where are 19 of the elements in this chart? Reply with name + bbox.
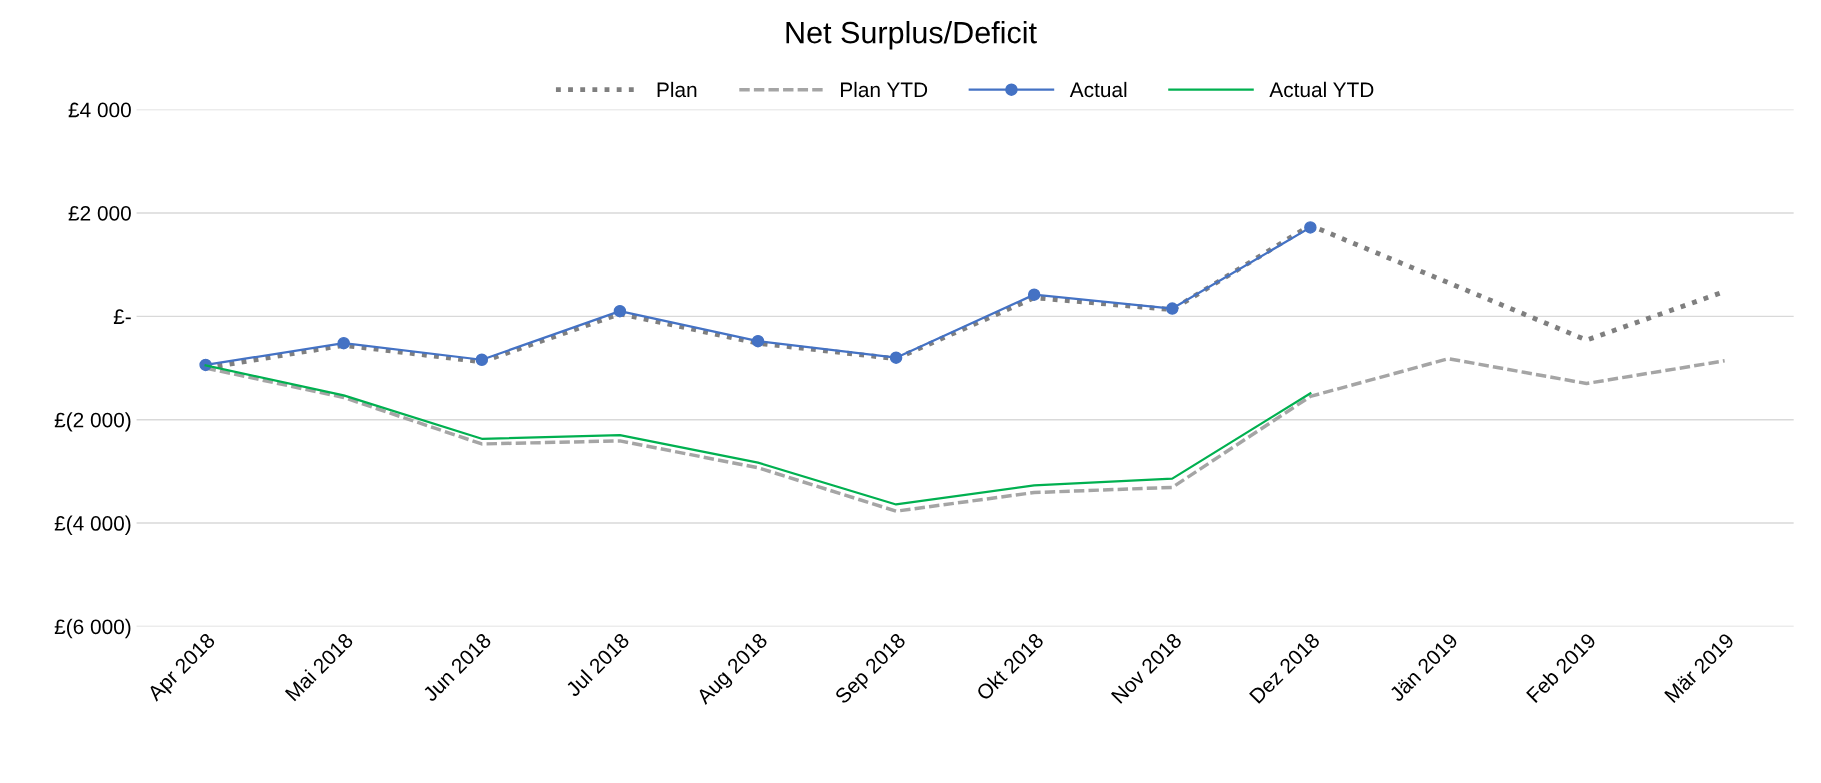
point xyxy=(1304,221,1317,234)
legend-label: Plan YTD xyxy=(841,81,928,98)
point xyxy=(889,351,903,364)
y-tick-label: £(4 000) xyxy=(54,515,131,535)
point xyxy=(751,334,765,348)
y-tick-label: £2 000 xyxy=(68,205,131,221)
point xyxy=(337,336,350,350)
y-tick-label: £- xyxy=(113,309,131,324)
chart-title: Net Surplus/Deficit xyxy=(786,20,1037,50)
legend-label: Actual xyxy=(1069,81,1127,98)
y-tick-label: £(2 000) xyxy=(54,412,131,432)
point xyxy=(475,353,489,366)
legend-label: Actual YTD xyxy=(1269,81,1374,98)
y-tick-label: £4 000 xyxy=(68,102,131,118)
point xyxy=(1166,302,1179,315)
point xyxy=(1027,288,1041,301)
point xyxy=(613,304,627,318)
y-tick-label: £(6 000) xyxy=(54,618,131,639)
legend-label: Plan xyxy=(657,81,697,98)
